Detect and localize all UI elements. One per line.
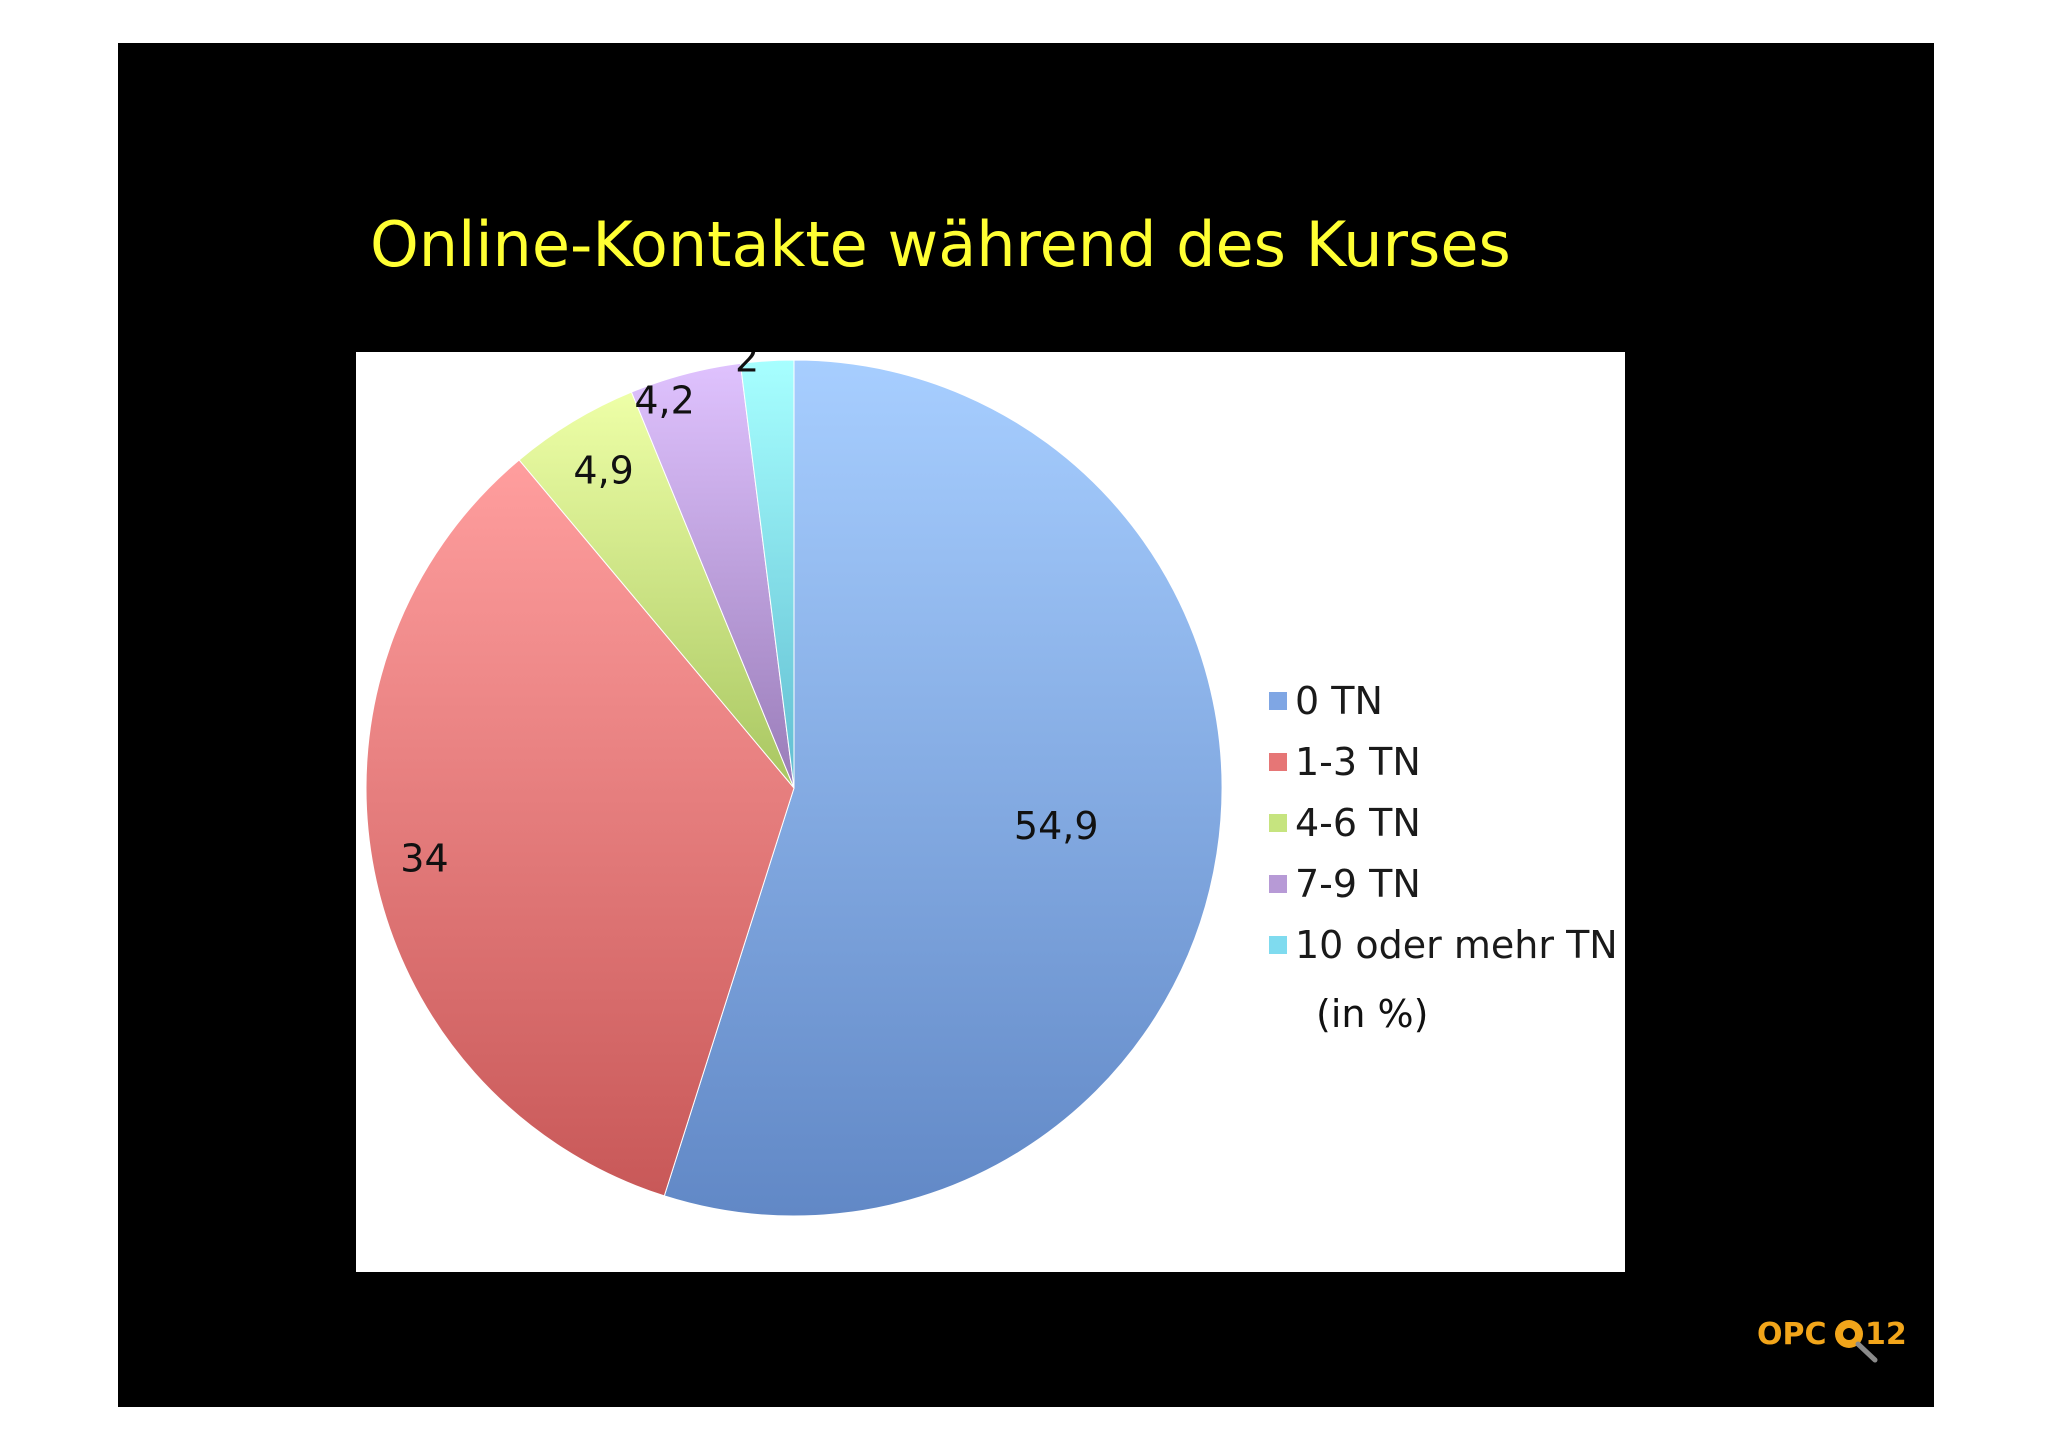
chart-panel: 54,9 34 4,9 4,2 2 0 TN 1-3 TN 4-6 TN 7-9 TN 10 o… [356, 352, 1625, 1272]
legend-item-2: 1-3 TN [1269, 731, 1618, 792]
legend-label-1: 0 TN [1295, 678, 1383, 723]
slice-label-4: 4,2 [634, 379, 694, 423]
logo-text-right: 12 [1865, 1317, 1907, 1352]
legend-swatch-1 [1269, 691, 1287, 710]
slice-label-5: 2 [735, 352, 759, 380]
legend-swatch-5 [1269, 935, 1287, 954]
unit-note: (in %) [1316, 992, 1429, 1036]
legend-swatch-3 [1269, 813, 1287, 832]
legend-item-1: 0 TN [1269, 670, 1618, 731]
legend-swatch-2 [1269, 752, 1287, 771]
logo-text-left: OPC [1757, 1317, 1827, 1352]
legend-label-3: 4-6 TN [1295, 800, 1421, 845]
pie-slice-1 [663, 359, 1223, 1217]
legend-swatch-4 [1269, 874, 1287, 893]
pie-slice-2 [365, 459, 795, 1197]
legend-item-3: 4-6 TN [1269, 792, 1618, 853]
legend-label-4: 7-9 TN [1295, 861, 1421, 906]
slice-label-1: 54,9 [1014, 804, 1099, 848]
slice-label-3: 4,9 [573, 448, 633, 492]
legend: 0 TN 1-3 TN 4-6 TN 7-9 TN 10 oder mehr TN [1269, 670, 1618, 975]
opco12-logo: OPC 12 [1757, 1317, 1907, 1363]
legend-label-2: 1-3 TN [1295, 739, 1421, 784]
magnifier-icon [1835, 1320, 1878, 1363]
legend-item-4: 7-9 TN [1269, 853, 1618, 914]
slice-label-2: 34 [400, 836, 448, 880]
pie-chart: 54,9 34 4,94,2 2 [365, 352, 1223, 1217]
legend-label-5: 10 oder mehr TN [1295, 922, 1618, 967]
legend-item-5: 10 oder mehr TN [1269, 914, 1618, 975]
pie-slice-5 [739, 359, 795, 789]
slide-title: Online-Kontakte während des Kurses [370, 208, 1511, 281]
